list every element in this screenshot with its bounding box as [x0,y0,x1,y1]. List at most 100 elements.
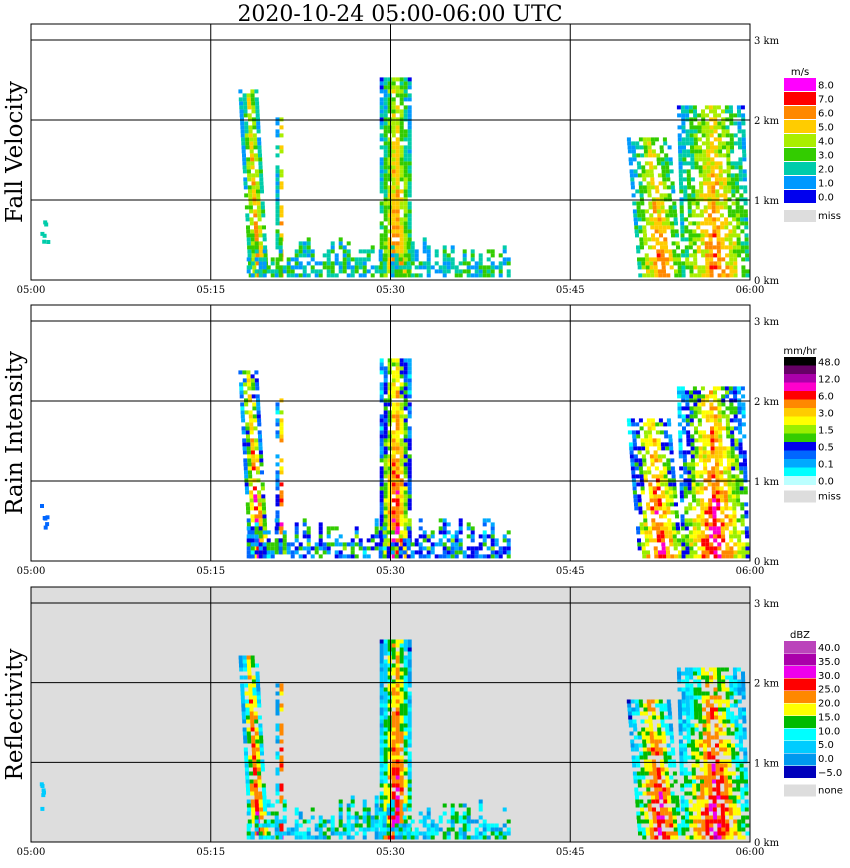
echo-cell [391,181,396,186]
echo-cell [696,799,701,804]
echo-cell [636,815,641,820]
echo-cell [383,502,388,507]
echo-cell [741,823,746,828]
echo-cell [246,799,251,804]
echo-cell [696,803,701,808]
echo-cell [478,261,483,266]
echo-cell [275,751,280,756]
echo-cell [302,269,307,274]
echo-cell [629,450,634,455]
echo-cell [688,221,693,226]
echo-cell [638,229,643,234]
echo-cell [702,157,707,162]
echo-cell [395,374,400,379]
echo-cell [399,486,404,491]
echo-cell [399,639,404,644]
echo-cell [716,241,721,246]
echo-cell [387,169,392,174]
echo-cell [395,639,400,644]
echo-cell [697,831,702,836]
echo-cell [254,89,259,94]
echo-cell [638,185,643,190]
echo-cell [454,265,459,270]
echo-cell [656,209,661,214]
echo-cell [40,231,45,236]
echo-cell [701,113,706,118]
echo-cell [387,382,392,387]
echo-cell [399,490,404,495]
echo-cell [743,209,748,214]
echo-cell [726,446,731,451]
echo-cell [633,446,638,451]
echo-cell [639,478,644,483]
echo-cell [422,534,427,539]
echo-cell [379,446,384,451]
echo-cell [634,791,639,796]
echo-cell [249,141,254,146]
echo-cell [709,133,714,138]
echo-cell [387,109,392,114]
echo-cell [694,739,699,744]
echo-cell [407,474,412,479]
echo-cell [645,257,649,262]
echo-cell [680,522,685,527]
echo-cell [664,490,669,495]
echo-cell [716,791,721,796]
echo-cell [655,422,660,427]
echo-cell [654,225,659,230]
echo-cell [722,454,727,459]
echo-cell [250,799,255,804]
echo-cell [637,735,642,740]
echo-cell [683,494,688,499]
echo-cell [649,494,654,499]
echo-cell [407,93,412,98]
echo-cell [686,715,691,720]
echo-cell [399,390,404,395]
echo-cell [252,554,257,559]
echo-cell [391,117,396,122]
echo-cell [395,707,400,712]
echo-cell [677,406,682,411]
echo-cell [474,273,479,278]
echo-cell [664,249,669,254]
echo-cell [318,546,323,551]
echo-cell [692,526,697,531]
echo-cell [407,394,412,399]
echo-cell [651,197,656,202]
echo-cell [243,458,248,463]
echo-cell [383,651,388,656]
echo-cell [387,743,392,748]
echo-cell [725,273,730,278]
echo-cell [707,197,712,202]
echo-cell [498,273,503,278]
echo-cell [246,241,251,246]
echo-cell [649,261,654,266]
echo-cell [712,522,717,527]
echo-cell [398,554,403,559]
echo-cell [391,651,396,656]
echo-cell [252,121,257,126]
echo-cell [653,498,658,503]
echo-cell [648,442,653,447]
echo-cell [697,410,702,415]
echo-cell [657,819,661,824]
echo-cell [410,273,415,278]
echo-cell [326,550,331,555]
echo-cell [391,414,396,419]
echo-cell [275,153,280,158]
echo-cell [254,370,259,375]
echo-cell [669,542,674,547]
echo-cell [733,414,738,419]
echo-cell [708,510,713,515]
echo-cell [729,410,734,415]
echo-cell [254,514,259,519]
echo-cell [711,209,716,214]
echo-cell [395,221,400,226]
echo-cell [490,542,495,547]
echo-cell [252,414,257,419]
echo-cell [403,502,408,507]
echo-cell [665,217,670,222]
echo-cell [243,663,247,668]
echo-cell [684,249,689,254]
echo-cell [278,542,283,547]
